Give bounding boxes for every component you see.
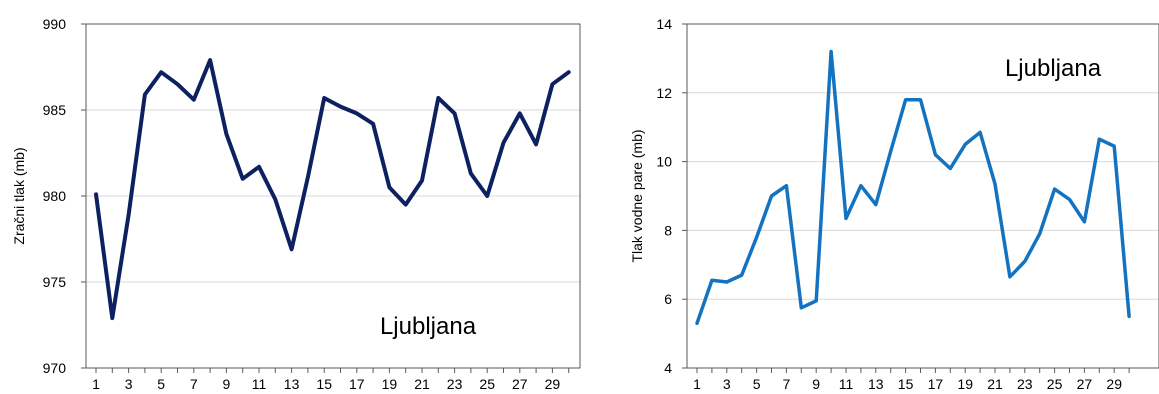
y-tick-label: 985 (43, 102, 67, 118)
x-tick-label: 25 (1047, 376, 1063, 392)
x-tick-label: 7 (190, 376, 198, 392)
y-tick-label: 4 (664, 360, 672, 376)
x-tick-label: 11 (839, 376, 854, 392)
x-tick-label: 5 (753, 376, 761, 392)
y-tick-label: 990 (43, 16, 67, 32)
x-tick-label: 19 (957, 376, 973, 392)
x-tick-label: 23 (1017, 376, 1033, 392)
x-tick-label: 3 (723, 376, 731, 392)
x-tick-label: 27 (512, 376, 528, 392)
x-tick-label: 13 (284, 376, 300, 392)
x-tick-label: 17 (928, 376, 944, 392)
x-tick-label: 9 (812, 376, 820, 392)
y-tick-label: 12 (656, 85, 672, 101)
x-tick-label: 29 (545, 376, 561, 392)
y-tick-label: 10 (656, 154, 672, 170)
x-tick-label: 7 (783, 376, 791, 392)
x-tick-label: 1 (92, 376, 100, 392)
x-tick-label: 15 (898, 376, 914, 392)
x-tick-label: 25 (479, 376, 495, 392)
x-tick-label: 19 (382, 376, 398, 392)
x-tick-label: 27 (1077, 376, 1093, 392)
x-tick-label: 5 (157, 376, 165, 392)
plot-frame (686, 23, 1159, 369)
x-tick-label: 1 (693, 376, 701, 392)
x-tick-label: 11 (252, 376, 267, 392)
y-tick-label: 6 (664, 291, 672, 307)
x-tick-label: 23 (447, 376, 463, 392)
series-line (94, 58, 571, 321)
y-tick-label: 14 (656, 16, 672, 32)
x-tick-label: 21 (414, 376, 430, 392)
series-line (695, 49, 1131, 326)
x-tick-label: 17 (349, 376, 365, 392)
x-tick-label: 9 (223, 376, 231, 392)
x-tick-label: 29 (1106, 376, 1122, 392)
y-tick-label: 8 (664, 222, 672, 238)
x-tick-label: 13 (868, 376, 884, 392)
chart-annotation: Ljubljana (380, 313, 477, 340)
y-tick-label: 970 (43, 360, 67, 376)
x-tick-label: 3 (125, 376, 133, 392)
y-axis-title: Tlak vodne pare (mb) (629, 129, 645, 262)
y-tick-label: 975 (43, 274, 67, 290)
x-tick-label: 21 (987, 376, 1003, 392)
y-tick-label: 980 (43, 188, 67, 204)
y-axis-title: Zračni tlak (mb) (11, 147, 27, 244)
chart-annotation: Ljubljana (1005, 55, 1102, 82)
x-tick-label: 15 (316, 376, 332, 392)
